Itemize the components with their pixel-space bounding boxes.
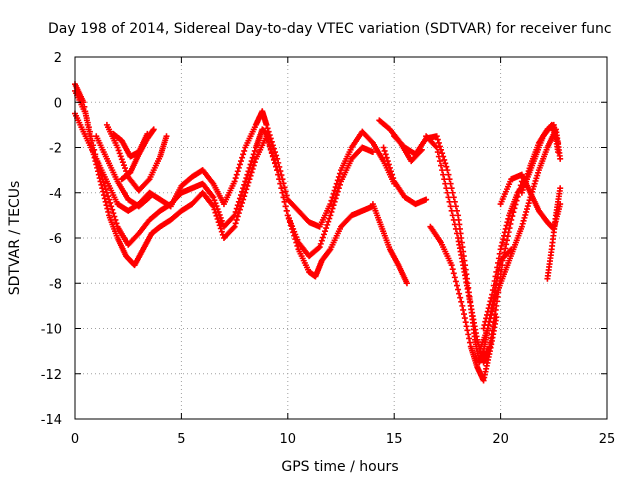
y-tick-label: -6 — [49, 232, 62, 247]
series-track-8 — [369, 201, 410, 287]
x-tick-label: 5 — [177, 432, 185, 447]
data-point-markers — [380, 144, 430, 208]
y-tick-label: 2 — [54, 51, 62, 66]
x-axis-label: GPS time / hours — [281, 459, 398, 475]
data-point-markers — [427, 223, 500, 384]
data-point-markers — [544, 185, 564, 282]
data-point-markers — [476, 126, 564, 355]
y-tick-label: -8 — [49, 277, 62, 292]
series-track-17 — [518, 121, 562, 196]
data-point-markers — [369, 201, 410, 287]
series-track-15 — [476, 126, 564, 355]
x-tick-label: 0 — [71, 432, 79, 447]
series-track-13 — [427, 223, 500, 384]
y-tick-label: -14 — [41, 413, 62, 428]
data-point-markers — [93, 133, 153, 210]
y-axis-label: SDTVAR / TECUs — [7, 181, 23, 296]
y-tick-label: -10 — [41, 323, 62, 338]
y-tick-label: -12 — [41, 368, 62, 383]
series-track-10 — [380, 144, 430, 208]
x-tick-label: 10 — [280, 432, 297, 447]
series-track-4 — [93, 133, 153, 210]
y-tick-label: 0 — [54, 96, 62, 111]
series-layer — [72, 81, 564, 384]
chart-title: Day 198 of 2014, Sidereal Day-to-day VTE… — [48, 21, 612, 37]
data-point-markers — [518, 121, 562, 196]
y-tick-label: -2 — [49, 142, 62, 157]
grid — [75, 57, 607, 419]
y-tick-label: -4 — [49, 187, 62, 202]
series-track-7 — [118, 126, 157, 183]
x-tick-label: 15 — [386, 432, 403, 447]
x-tick-label: 25 — [599, 432, 616, 447]
series-track-18 — [544, 185, 564, 282]
x-tick-label: 20 — [492, 432, 509, 447]
data-point-markers — [118, 126, 157, 183]
